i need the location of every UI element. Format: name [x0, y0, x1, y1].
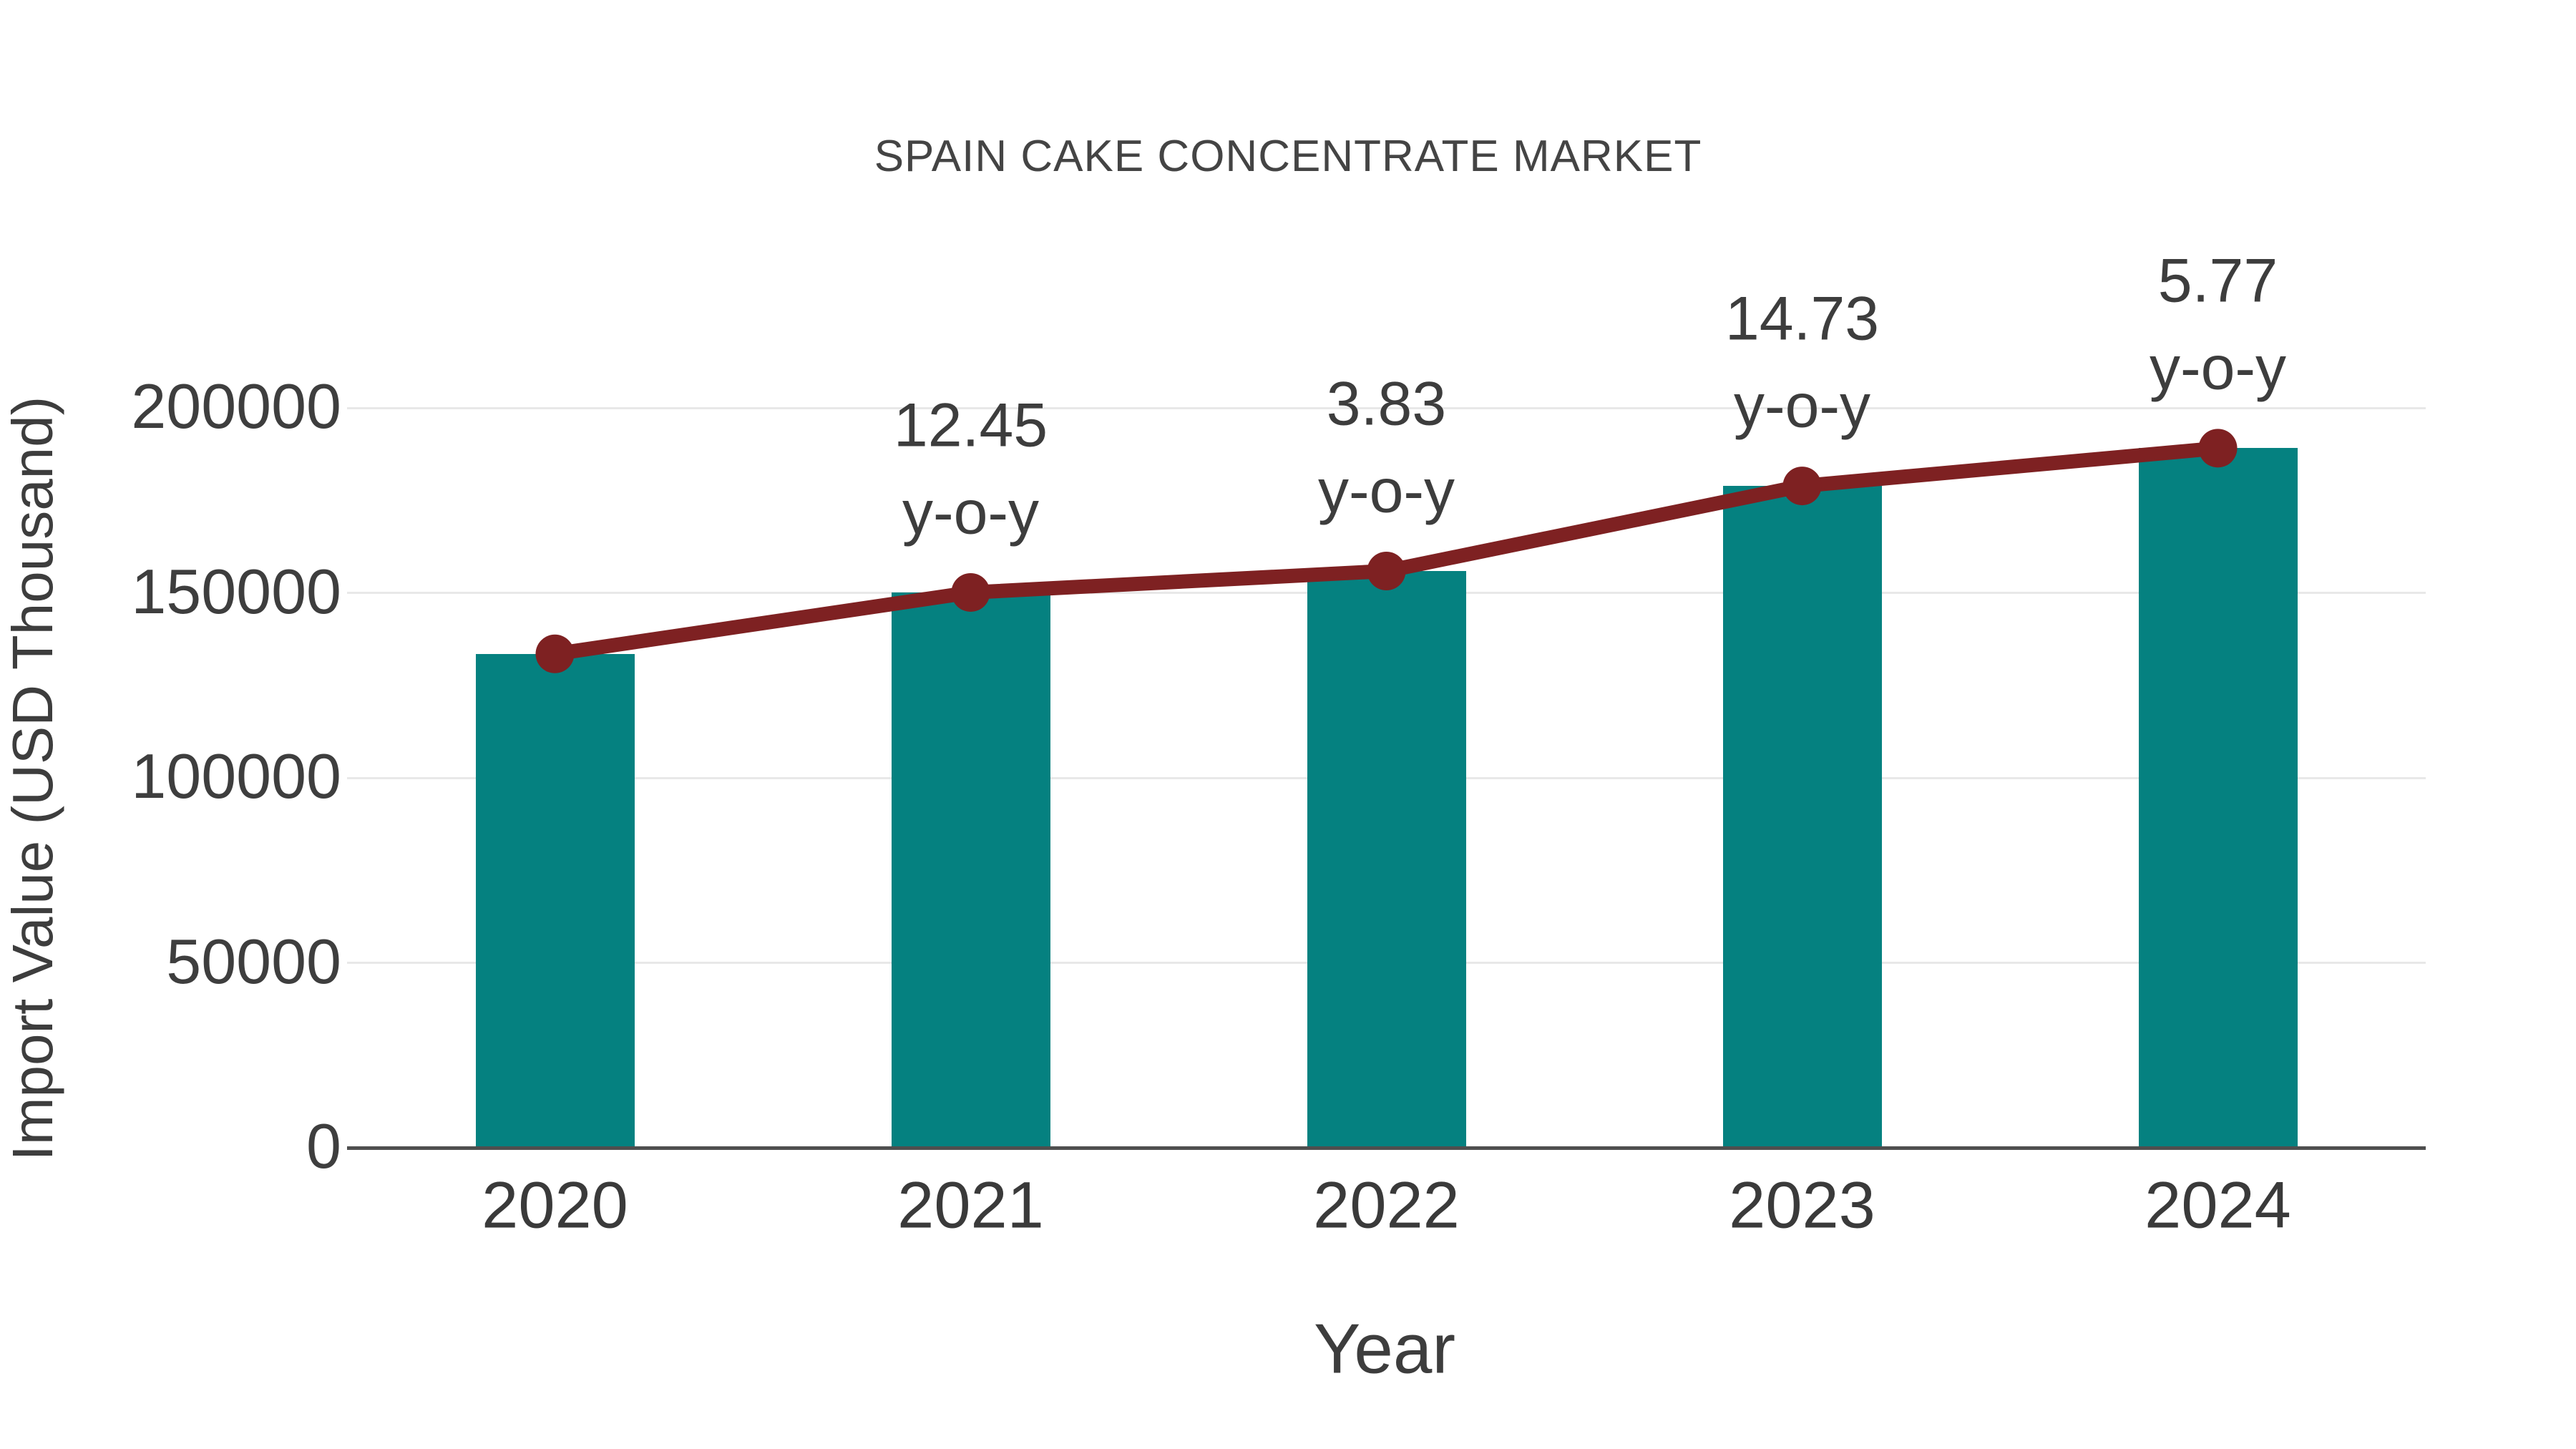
x-tick-label-2022: 2022	[1313, 1169, 1460, 1242]
y-tick-label-50000: 50000	[166, 925, 341, 997]
bar-2022	[1307, 570, 1466, 1149]
x-axis-line	[347, 1146, 2426, 1150]
annotation-label-2024: y-o-y	[2149, 333, 2287, 403]
annotation-label-2021: y-o-y	[902, 478, 1040, 547]
x-tick-label-2021: 2021	[897, 1169, 1044, 1242]
gridline-200000	[347, 406, 2426, 409]
chart-title: SPAIN CAKE CONCENTRATE MARKET	[874, 132, 1702, 181]
y-tick-label-150000: 150000	[131, 555, 341, 627]
x-tick-label-2023: 2023	[1729, 1169, 1875, 1242]
annotation-label-2023: y-o-y	[1733, 371, 1871, 441]
annotation-value-2022: 3.83	[1326, 369, 1447, 439]
annotation-label-2022: y-o-y	[1317, 457, 1455, 526]
y-tick-label-200000: 200000	[131, 370, 341, 441]
y-tick-label-0: 0	[306, 1110, 341, 1181]
bar-2021	[891, 592, 1050, 1149]
x-tick-label-2020: 2020	[482, 1169, 628, 1242]
bar-2023	[1722, 486, 1882, 1149]
bar-2020	[475, 653, 635, 1149]
x-axis-title: Year	[1313, 1309, 1456, 1388]
y-tick-label-100000: 100000	[131, 740, 341, 811]
x-tick-label-2024: 2024	[2145, 1169, 2291, 1242]
bar-2024	[2138, 448, 2298, 1149]
annotation-value-2024: 5.77	[2157, 246, 2278, 316]
annotation-value-2023: 14.73	[1724, 284, 1880, 353]
annotation-value-2021: 12.45	[893, 391, 1048, 460]
